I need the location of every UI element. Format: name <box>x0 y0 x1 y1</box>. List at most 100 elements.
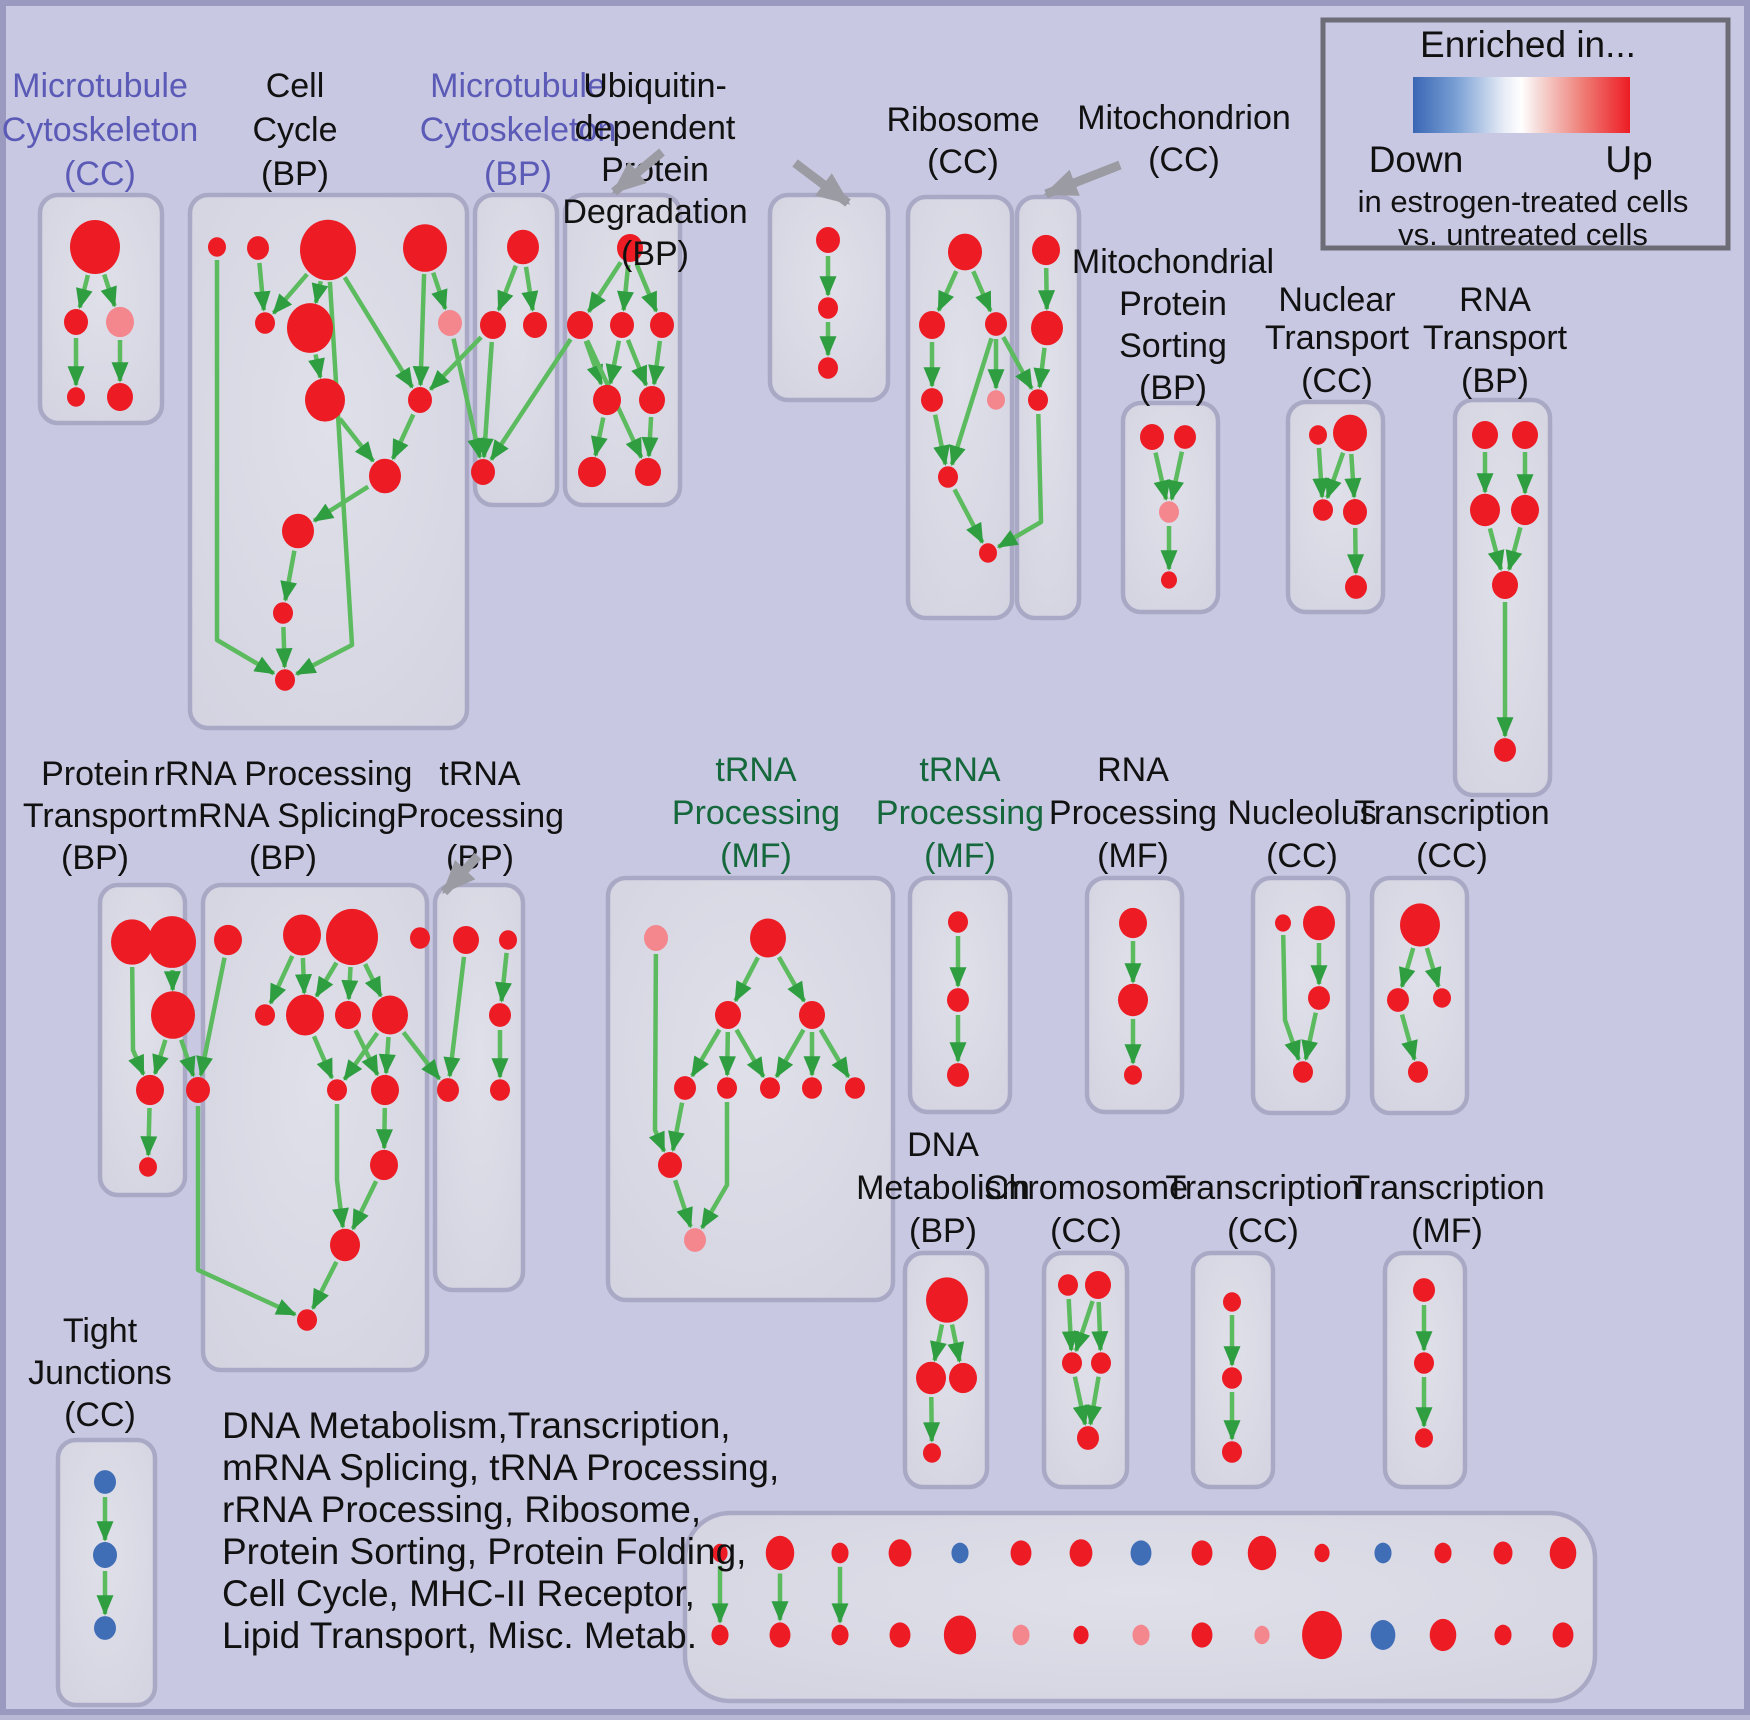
strip-node-top <box>1314 1544 1329 1562</box>
cluster-label-transcription-mf: Transcription <box>1349 1169 1544 1207</box>
go-term-node <box>408 387 432 413</box>
cluster-label-trna-processing-mf-2: (MF) <box>924 837 996 875</box>
cluster-label-trna-processing-mf-2: tRNA <box>919 751 1001 789</box>
cluster-label-tight-junctions-cc: Junctions <box>28 1354 172 1392</box>
strip-node-bottom <box>1302 1611 1342 1659</box>
go-term-node <box>372 996 408 1035</box>
go-term-node <box>286 994 324 1035</box>
go-term-node <box>799 1001 825 1029</box>
go-term-node <box>816 227 840 253</box>
network-edge <box>283 627 284 667</box>
strip-node-top <box>1192 1540 1213 1565</box>
go-term-node <box>567 311 593 339</box>
cluster-label-nuclear-transport-cc: (CC) <box>1301 362 1373 400</box>
go-term-node <box>578 457 606 487</box>
cluster-label-rrna-processing-mrna-splicing-bp: rRNA Processing <box>154 755 413 793</box>
go-term-node <box>255 1004 275 1026</box>
strip-node-bottom <box>1192 1622 1213 1647</box>
network-edge <box>1351 454 1354 497</box>
go-term-node <box>926 1277 968 1322</box>
cluster-label-transcription-cc-2: Transcription <box>1165 1169 1360 1207</box>
cluster-label-ubiquitin-degradation-bp: Ubiquitin- <box>583 67 727 105</box>
strip-node-top <box>1374 1543 1391 1564</box>
strip-node-top <box>1131 1540 1152 1565</box>
cluster-label-trna-processing-mf-1: tRNA <box>715 751 797 789</box>
go-term-node <box>1293 1061 1313 1083</box>
go-term-node <box>1492 571 1518 599</box>
go-term-node <box>717 1077 737 1099</box>
legend-gradient-bar <box>1413 77 1630 133</box>
legend-caption-line1: in estrogen-treated cells <box>1358 184 1689 219</box>
go-term-node <box>948 911 968 933</box>
legend-up-label: Up <box>1605 139 1652 180</box>
strip-node-top <box>766 1536 795 1571</box>
cluster-label-protein-transport-bp: (BP) <box>61 839 129 877</box>
go-term-node <box>326 909 378 965</box>
go-term-node <box>305 378 345 421</box>
go-term-node <box>1140 424 1164 450</box>
cluster-label-microtubule-cytoskeleton-bp: Microtubule <box>430 67 606 105</box>
go-term-node <box>148 916 196 968</box>
go-term-node <box>1345 575 1367 599</box>
go-term-node <box>1313 499 1333 521</box>
go-term-node <box>948 234 982 271</box>
go-term-node <box>139 1157 157 1176</box>
cluster-label-dna-metabolism-bp: DNA <box>907 1126 979 1164</box>
cluster-label-mitochondrial-protein-sorting-bp: Protein <box>1119 285 1227 323</box>
legend-down-label: Down <box>1369 139 1464 180</box>
go-term-node <box>70 220 120 274</box>
go-term-node <box>111 919 153 964</box>
strip-node-bottom <box>711 1625 728 1646</box>
go-term-node <box>370 1150 398 1180</box>
go-term-node <box>1085 1271 1111 1299</box>
strip-node-bottom <box>890 1622 911 1647</box>
cluster-label-rrna-processing-mrna-splicing-bp: (BP) <box>249 839 317 877</box>
go-term-node <box>610 312 634 338</box>
network-edge <box>1319 448 1322 497</box>
go-term-node <box>639 386 665 414</box>
go-term-node <box>921 388 943 412</box>
network-edge <box>349 967 351 999</box>
go-term-node <box>523 312 547 338</box>
go-term-node <box>67 387 85 406</box>
go-term-node <box>107 383 133 411</box>
go-term-node <box>489 1003 511 1027</box>
strip-node-bottom <box>1494 1625 1511 1646</box>
go-term-node <box>802 1077 822 1099</box>
go-term-node <box>818 357 838 379</box>
go-term-node <box>1062 1352 1082 1374</box>
strip-node-top <box>1070 1539 1093 1567</box>
go-term-node <box>1511 495 1539 525</box>
go-term-node <box>208 237 226 256</box>
go-term-node <box>330 1229 360 1261</box>
cluster-label-mitochondrion-cc: Mitochondrion <box>1077 99 1291 137</box>
go-term-node <box>1494 738 1516 762</box>
go-term-node <box>1470 494 1500 526</box>
go-term-node <box>247 236 269 260</box>
go-term-node <box>1333 415 1367 452</box>
strip-node-bottom <box>1132 1625 1149 1646</box>
go-term-node <box>1400 903 1440 946</box>
strip-node-bottom <box>831 1625 848 1646</box>
strip-node-top <box>1011 1540 1032 1565</box>
go-term-node <box>1512 421 1538 449</box>
cluster-label-tight-junctions-cc: (CC) <box>64 1396 136 1434</box>
go-term-node <box>151 991 195 1039</box>
cluster-label-ribosome-cc: (CC) <box>927 143 999 181</box>
cluster-label-transcription-cc-1: Transcription <box>1354 794 1549 832</box>
network-edge <box>931 1397 932 1441</box>
go-term-node <box>684 1228 706 1252</box>
go-term-node <box>1309 425 1327 444</box>
network-edge <box>1069 1299 1072 1350</box>
go-term-node <box>1222 1441 1242 1463</box>
go-term-node <box>1118 984 1148 1016</box>
go-term-node <box>1308 986 1330 1010</box>
network-edge <box>1355 528 1356 573</box>
go-term-node <box>1159 501 1179 523</box>
go-term-node <box>1343 499 1367 525</box>
cluster-label-ribosome-cc: Ribosome <box>886 101 1039 139</box>
go-term-node <box>1303 906 1335 941</box>
go-term-node <box>947 1063 969 1087</box>
cluster-label-microtubule-cytoskeleton-cc: (CC) <box>64 155 136 193</box>
